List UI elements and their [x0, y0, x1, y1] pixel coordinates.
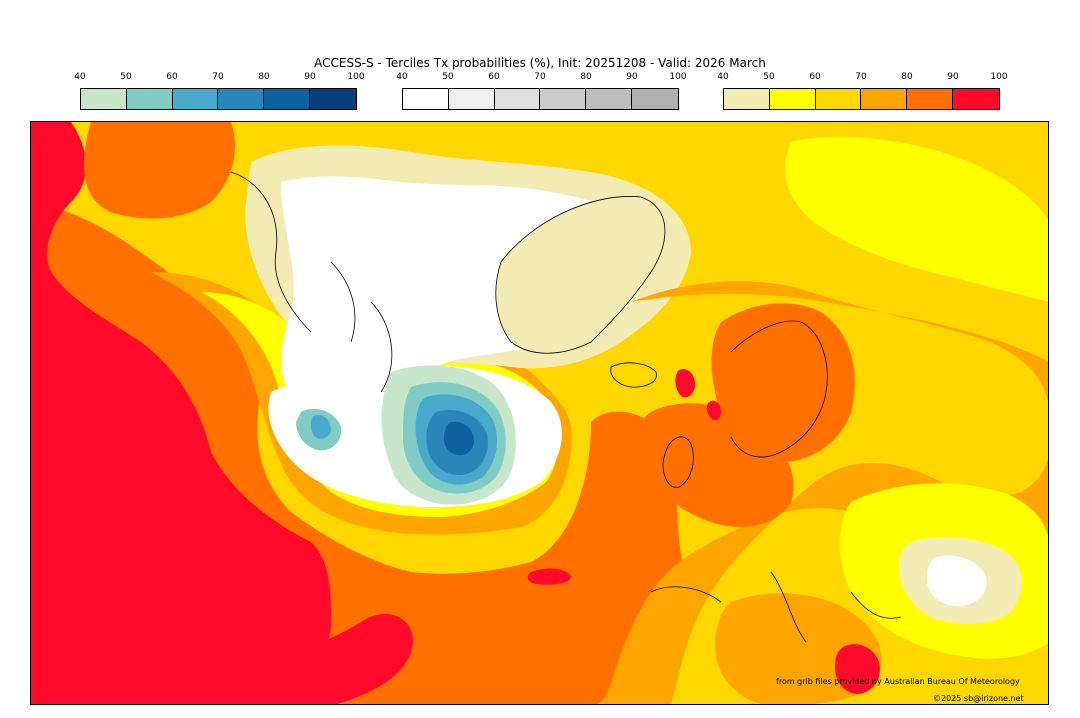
colorbar-swatch	[724, 89, 770, 109]
tick-label: 80	[901, 72, 913, 82]
region-greenland	[495, 196, 665, 354]
region-light-blue-west	[310, 414, 331, 439]
region-orange-far-northwest	[83, 122, 235, 219]
tick-label: 70	[534, 72, 546, 82]
tick-label: 40	[396, 72, 408, 82]
source-credit: from grib files provided by Australian B…	[776, 677, 1020, 686]
region-yellow-northeast	[785, 136, 1048, 302]
map-canvas	[31, 122, 1048, 704]
tick-label: 50	[120, 72, 132, 82]
coastline-greenland	[495, 196, 666, 354]
colorbar-swatch	[494, 89, 541, 109]
tick-label: 90	[626, 72, 638, 82]
tick-label: 60	[809, 72, 821, 82]
colorbar-swatch	[861, 89, 908, 109]
coastline-canada-arctic	[230, 171, 393, 393]
colorbar-below-normal: 40 50 60 70 80 90 100	[74, 72, 365, 112]
region-dark-orange-europe-central	[639, 403, 794, 527]
tick-label: 100	[990, 72, 1008, 82]
region-red-spot-atlantic	[527, 568, 571, 585]
region-red-southeast	[242, 613, 413, 704]
colorbar-swatch	[403, 89, 449, 109]
coastline-scandinavia	[730, 320, 828, 458]
region-red-mediterranean	[835, 644, 880, 694]
colorbar-swatch	[586, 89, 633, 109]
chart-title: ACCESS-S - Terciles Tx probabilities (%)…	[314, 56, 766, 70]
tick-label: 40	[74, 72, 86, 82]
colorbar-swatch	[448, 89, 495, 109]
colorbar-swatch	[218, 89, 265, 109]
region-red-west	[31, 122, 331, 704]
probability-map	[30, 121, 1049, 705]
colorbar-swatch	[815, 89, 862, 109]
coastline-iberia-italy	[650, 571, 902, 643]
colorbar-swatch	[172, 89, 219, 109]
coastlines	[230, 171, 902, 643]
colorbar-swatches	[723, 88, 1000, 110]
tick-label: 100	[347, 72, 365, 82]
tick-label: 90	[947, 72, 959, 82]
tick-label: 50	[442, 72, 454, 82]
region-white-east	[926, 555, 987, 607]
colorbar-ticks: 40 50 60 70 80 90 100	[717, 72, 1007, 84]
region-dark-blue	[443, 421, 474, 456]
colorbar-swatch	[126, 89, 173, 109]
coastline-british-isles	[662, 436, 694, 488]
tick-label: 80	[258, 72, 270, 82]
colorbar-swatches	[80, 88, 357, 110]
colorbar-swatch	[907, 89, 954, 109]
colorbar-swatch	[264, 89, 311, 109]
colorbar-ticks: 40 50 60 70 80 90 100	[396, 72, 686, 84]
tick-label: 60	[166, 72, 178, 82]
colorbar-swatches	[402, 88, 679, 110]
coastline-iceland	[610, 362, 657, 388]
colorbar-swatch	[540, 89, 587, 109]
colorbar-swatch	[769, 89, 816, 109]
colorbar-ticks: 40 50 60 70 80 90 100	[74, 72, 364, 84]
tick-label: 50	[763, 72, 775, 82]
tick-label: 60	[488, 72, 500, 82]
colorbar-near-normal: 40 50 60 70 80 90 100	[396, 72, 687, 112]
tick-label: 70	[855, 72, 867, 82]
colorbar-above-normal: 40 50 60 70 80 90 100	[717, 72, 1008, 112]
colorbar-swatch	[310, 89, 356, 109]
region-red-spot-iceland	[675, 368, 695, 398]
copyright-credit: ©2025 sb@irizone.net	[933, 694, 1024, 703]
colorbar-swatch	[632, 89, 678, 109]
tick-label: 70	[212, 72, 224, 82]
colorbar-swatch	[953, 89, 999, 109]
region-red-spot-northsea	[706, 400, 721, 420]
tick-label: 90	[304, 72, 316, 82]
tick-label: 80	[580, 72, 592, 82]
tick-label: 100	[669, 72, 687, 82]
colorbar-swatch	[81, 89, 127, 109]
tick-label: 40	[717, 72, 729, 82]
region-orange-europe	[598, 281, 1048, 704]
